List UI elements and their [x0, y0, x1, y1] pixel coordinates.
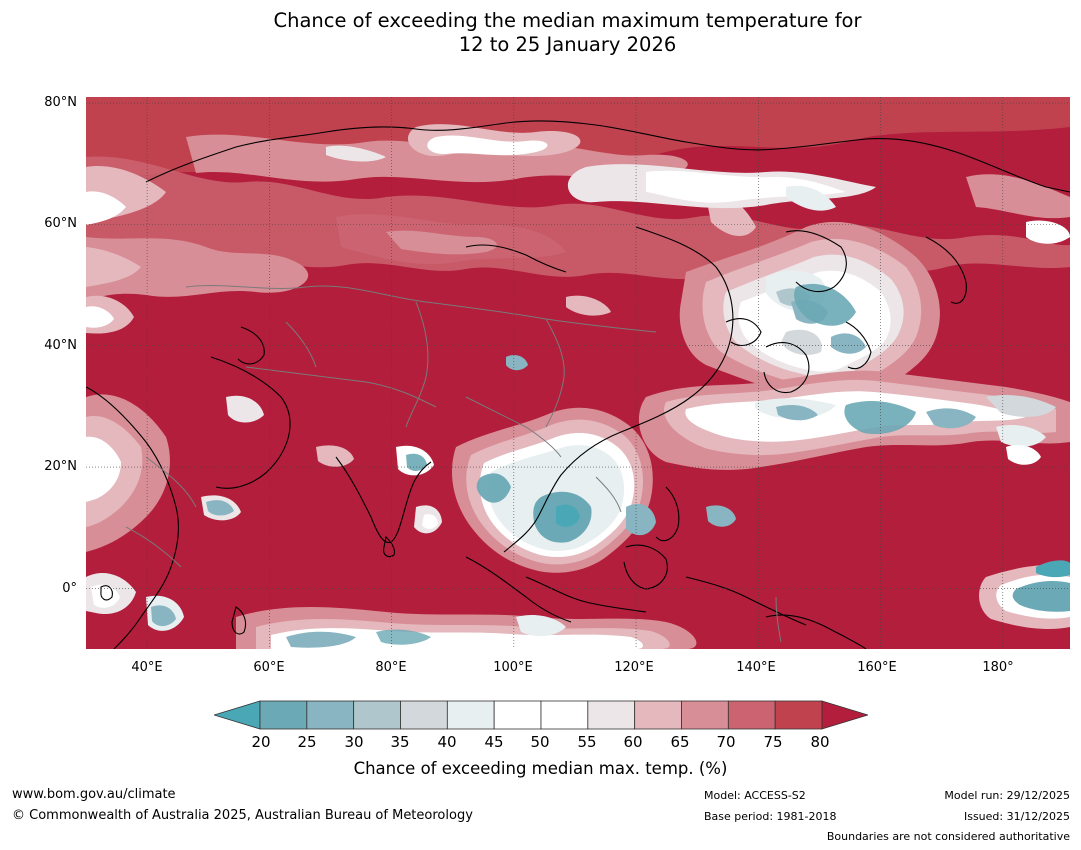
- colorbar-tick: 25: [297, 733, 317, 751]
- boundaries-disclaimer: Boundaries are not considered authoritat…: [826, 830, 1070, 843]
- forecast-map-canvas: [86, 97, 1070, 649]
- copyright-notice: © Commonwealth of Australia 2025, Austra…: [12, 808, 473, 823]
- colorbar-segment: [446, 700, 495, 730]
- colorbar-under-triangle: [212, 700, 261, 730]
- tropical-pacific-band: [638, 370, 1070, 470]
- colorbar-tick: 60: [623, 733, 643, 751]
- forecast-map: [86, 97, 1070, 649]
- lat-label-20n: 20°N: [44, 459, 77, 474]
- lat-label-60n: 60°N: [44, 216, 77, 231]
- colorbar-tick: 70: [716, 733, 736, 751]
- lon-label-140e: 140°E: [736, 660, 776, 675]
- colorbar-tick: 45: [484, 733, 504, 751]
- lat-label-0: 0°: [62, 581, 77, 596]
- lat-label-80n: 80°N: [44, 95, 77, 110]
- colorbar-segment: [259, 700, 308, 730]
- lon-label-100e: 100°E: [493, 660, 533, 675]
- lon-label-180: 180°: [982, 660, 1014, 675]
- east-asia-cool-region: [679, 221, 940, 409]
- colorbar-segment: [587, 700, 636, 730]
- map-title: Chance of exceeding the median maximum t…: [0, 9, 1081, 57]
- colorbar-segment: [681, 700, 729, 730]
- colorbar-tick: 30: [344, 733, 364, 751]
- colorbar-tick: 75: [763, 733, 783, 751]
- colorbar-tick: 50: [530, 733, 550, 751]
- colorbar-segment: [353, 700, 401, 730]
- colorbar-tick: 40: [437, 733, 457, 751]
- colorbar-segment: [493, 700, 542, 730]
- colorbar-tick: 65: [670, 733, 690, 751]
- colorbar-over-triangle: [821, 700, 870, 730]
- colorbar-label: Chance of exceeding median max. temp. (%…: [353, 759, 728, 778]
- lon-label-120e: 120°E: [614, 660, 654, 675]
- colorbar-segment: [727, 700, 776, 730]
- colorbar-graphic: [212, 700, 870, 730]
- colorbar-segment: [540, 700, 589, 730]
- model-name: Model: ACCESS-S2: [704, 789, 806, 802]
- west-moderate-region: [86, 295, 184, 631]
- central-asia-band: [86, 214, 611, 316]
- country-borders: [125, 285, 782, 643]
- lon-label-80e: 80°E: [375, 660, 407, 675]
- colorbar-segment: [306, 700, 355, 730]
- colorbar-segment: [774, 700, 823, 730]
- base-period: Base period: 1981-2018: [704, 810, 837, 823]
- lon-label-40e: 40°E: [131, 660, 163, 675]
- website-link[interactable]: www.bom.gov.au/climate: [12, 787, 176, 802]
- graticule: [86, 97, 1070, 649]
- southeast-asia-cool-region: [201, 354, 656, 573]
- colorbar: [212, 699, 870, 733]
- issued-date: Issued: 31/12/2025: [963, 810, 1070, 823]
- coastlines: [86, 120, 1070, 649]
- lat-label-40n: 40°N: [44, 338, 77, 353]
- lon-label-160e: 160°E: [857, 660, 897, 675]
- colorbar-tick: 20: [251, 733, 271, 751]
- colorbar-tick: 35: [390, 733, 410, 751]
- map-title-line-1: Chance of exceeding the median maximum t…: [273, 9, 862, 32]
- model-run-date: Model run: 29/12/2025: [944, 789, 1070, 802]
- colorbar-segment: [400, 700, 448, 730]
- colorbar-tick: 55: [577, 733, 597, 751]
- colorbar-segment: [634, 700, 682, 730]
- lon-label-60e: 60°E: [253, 660, 285, 675]
- map-title-line-2: 12 to 25 January 2026: [458, 33, 677, 56]
- colorbar-tick: 80: [810, 733, 830, 751]
- southern-cool-band: [236, 445, 1070, 649]
